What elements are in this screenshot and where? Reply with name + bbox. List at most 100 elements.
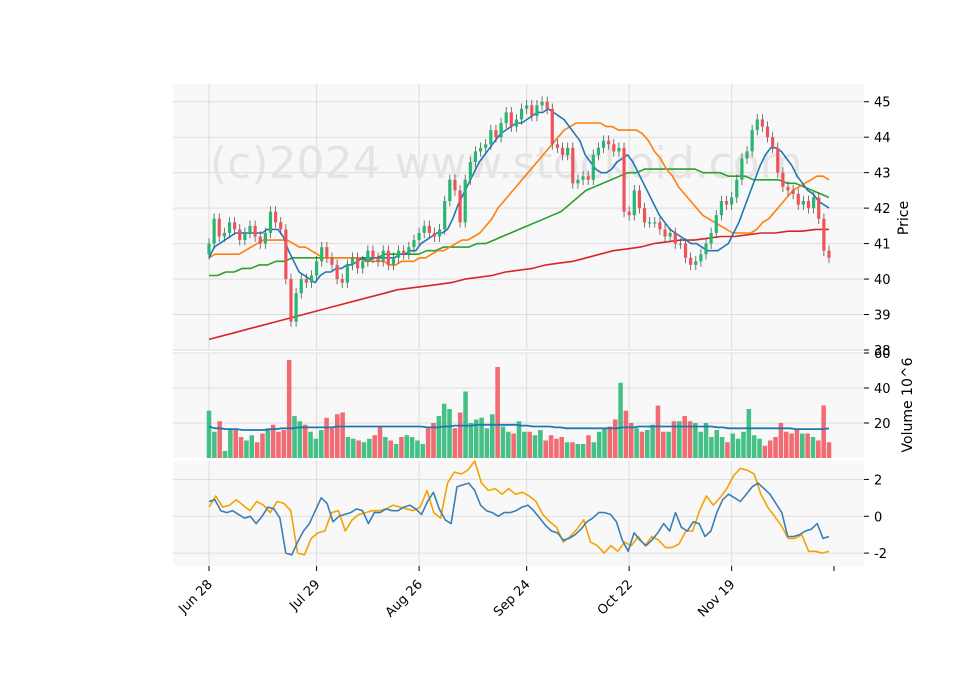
volume-bar <box>591 442 597 458</box>
volume-bar <box>650 424 655 458</box>
candle-body <box>591 154 595 180</box>
candle-body <box>217 218 221 237</box>
candle-body <box>356 257 360 269</box>
volume-bar <box>260 433 265 458</box>
candle-body <box>345 264 349 283</box>
volume-bar <box>698 431 703 458</box>
volume-bar <box>399 437 404 458</box>
candle-body <box>427 225 431 233</box>
candle-body <box>233 222 237 230</box>
volume-bar <box>302 424 308 458</box>
oscillator-panel-background <box>173 461 864 566</box>
volume-bar <box>816 440 821 458</box>
candle-body <box>791 190 795 194</box>
volume-bar <box>757 438 762 458</box>
candle-body <box>755 119 759 131</box>
volume-bar <box>484 428 490 458</box>
volume-bar <box>420 444 426 458</box>
candle-body <box>601 140 606 148</box>
candle-body <box>781 172 785 187</box>
volume-bar <box>794 430 800 458</box>
volume-bar <box>671 421 677 458</box>
volume-panel: 20 40 60 Volume 10^6 <box>173 347 916 458</box>
volume-bar <box>548 435 554 458</box>
candle-body <box>519 108 524 120</box>
volume-bar <box>425 428 431 458</box>
volume-bar <box>233 430 238 458</box>
y-tick-label: 0 <box>874 510 882 525</box>
candle-body <box>335 264 339 280</box>
volume-bar <box>495 367 500 458</box>
volume-bar <box>356 440 361 458</box>
volume-bar <box>318 430 324 458</box>
candle-body <box>361 261 365 269</box>
candle-body <box>699 254 703 262</box>
candle-body <box>417 232 421 241</box>
candle-body <box>596 147 601 155</box>
volume-bar <box>677 421 682 458</box>
candle-body <box>371 250 375 258</box>
volume-bar <box>725 442 730 458</box>
volume-bar <box>719 437 725 458</box>
volume-bar <box>329 428 335 458</box>
volume-bar <box>340 412 345 458</box>
candle-body <box>381 250 385 262</box>
y-tick-label: 44 <box>874 131 891 146</box>
volume-bar <box>735 438 741 458</box>
volume-bar <box>810 437 816 458</box>
volume-bar <box>313 438 319 458</box>
candle-body <box>366 250 370 262</box>
volume-bar <box>554 438 559 458</box>
y-tick-label: 2 <box>874 473 882 488</box>
oscillator-y-ticks: -2 0 2 <box>864 473 887 562</box>
moving-average-mid <box>208 122 830 266</box>
volume-bar <box>783 431 789 458</box>
volume-bar <box>778 423 784 458</box>
y-tick-label: 40 <box>874 273 891 288</box>
volume-bar <box>452 428 458 458</box>
candle-body <box>560 147 565 155</box>
volume-bar <box>244 440 249 458</box>
candle-body <box>673 232 677 244</box>
candle-body <box>617 147 621 152</box>
candle-body <box>750 130 754 152</box>
volume-bar <box>826 442 832 458</box>
candle-body <box>514 119 519 127</box>
volume-bar <box>361 442 367 458</box>
candle-body <box>689 257 693 265</box>
volume-bar <box>570 442 575 458</box>
volume-bar <box>447 409 452 458</box>
candle-body <box>494 130 498 138</box>
candle-body <box>243 232 247 241</box>
volume-bar <box>457 412 463 458</box>
candle-body <box>294 293 298 322</box>
moving-average-long <box>208 228 829 341</box>
watermark: (c)2024 www.stockoid.com <box>210 138 803 189</box>
candle-body <box>468 162 472 180</box>
candle-body <box>289 279 293 322</box>
volume-bar <box>746 409 752 458</box>
candle-body <box>678 243 682 245</box>
candle-body <box>555 144 560 148</box>
candle-body <box>822 218 826 251</box>
candle-body <box>238 229 242 241</box>
candle-body <box>484 144 488 148</box>
candle-body <box>402 250 406 255</box>
candle-body <box>391 257 396 265</box>
candle-body <box>735 179 739 198</box>
volume-bar <box>270 424 276 458</box>
volume-bar <box>612 419 618 458</box>
candle-body <box>396 250 401 258</box>
candle-body <box>719 201 723 216</box>
volume-bar <box>543 440 548 458</box>
candle-body <box>535 105 539 116</box>
candle-body <box>340 279 344 283</box>
candle-body <box>550 108 554 145</box>
candle-body <box>248 225 252 233</box>
volume-bar <box>431 423 436 458</box>
volume-bar <box>564 442 570 458</box>
candle-body <box>658 222 662 230</box>
volume-axis-label: Volume 10^6 <box>900 357 916 452</box>
candle-body <box>212 218 216 244</box>
